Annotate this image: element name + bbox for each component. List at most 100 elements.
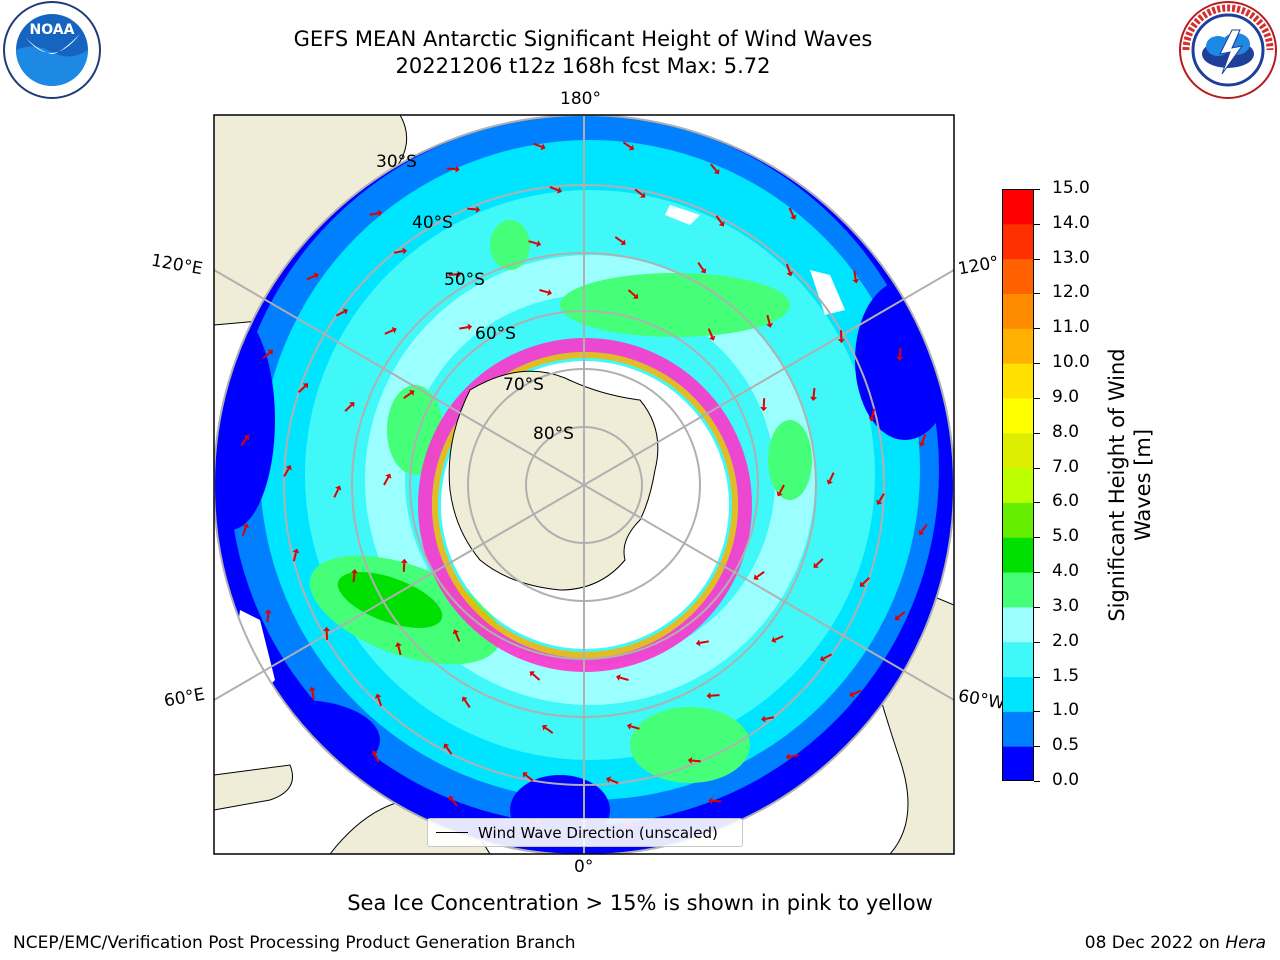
wave-arrow-head	[894, 614, 901, 621]
wave-arrow-head	[628, 144, 635, 151]
colorbar-tick: 3.0	[1052, 595, 1080, 616]
wave-arrow-head	[837, 338, 845, 344]
wave-arrow-head	[400, 558, 408, 563]
wave-arrow-head	[753, 574, 759, 580]
wave-arrow	[450, 798, 458, 807]
map-subtitle: 20221206 t12z 168h fcst Max: 5.72	[395, 54, 771, 78]
wave-arrow	[283, 468, 290, 477]
colorbar-tick-mark	[1034, 641, 1040, 643]
sea-ice-note: Sea Ice Concentration > 15% is shown in …	[347, 891, 933, 915]
wave-arrow-head	[350, 568, 358, 574]
nws-logo	[1179, 1, 1277, 99]
wave-arrow-head	[455, 165, 460, 173]
wave-arrow	[710, 163, 718, 172]
wave-arrow-head	[626, 722, 632, 730]
wave-arrow	[697, 262, 705, 271]
wave-arrow-head	[918, 441, 926, 447]
wave-arrow	[630, 725, 640, 730]
wave-arrow	[528, 240, 538, 245]
wave-arrow	[878, 493, 885, 502]
colorbar-band	[1002, 537, 1034, 573]
wave-arrow	[445, 746, 453, 755]
wave-arrow-head	[395, 642, 402, 648]
colorbar-tick: 10.0	[1052, 352, 1090, 373]
wave-arrow-head	[402, 247, 407, 255]
wave-arrow	[292, 552, 297, 562]
lat-label-70: 70°S	[503, 375, 544, 395]
colorbar-band	[1002, 189, 1034, 225]
colorbar-label-line2: Waves [m]	[1131, 428, 1155, 542]
wave-arrow-head	[342, 308, 348, 315]
colorbar-band	[1002, 606, 1034, 643]
wave-arrow	[707, 328, 714, 338]
colorbar-tick: 13.0	[1052, 247, 1090, 268]
wave-arrow-head	[813, 562, 819, 568]
wave-arrow	[766, 314, 771, 325]
colorbar-band	[1002, 641, 1034, 678]
wave-arrow	[788, 207, 795, 217]
wave-arrow-head	[776, 491, 783, 497]
wave-arrow-head	[713, 168, 720, 175]
wave-arrow-head	[374, 693, 382, 699]
colorbar-band	[1002, 328, 1034, 364]
wave-arrow-head	[371, 750, 378, 756]
date-stamp: 08 Dec 2022 on Hera	[1085, 933, 1266, 953]
wave-arrow	[333, 488, 340, 498]
wave-arrow	[614, 236, 624, 244]
colorbar-tick: 2.0	[1052, 630, 1080, 651]
colorbar-tick-mark	[1034, 223, 1040, 225]
wave-arrow-head	[467, 323, 473, 331]
map-frame	[213, 114, 955, 855]
colorbar-tick-mark	[1034, 781, 1040, 782]
map-legend: Wind Wave Direction (unscaled)	[427, 818, 743, 847]
colorbar-tick-mark	[1034, 676, 1040, 678]
map-title: GEFS MEAN Antarctic Significant Height o…	[293, 27, 873, 51]
wave-arrow-head	[461, 696, 468, 702]
colorbar-band	[1002, 397, 1034, 434]
wave-arrow	[373, 753, 380, 763]
legend-line-icon	[436, 832, 468, 833]
date-text: 08 Dec 2022 on	[1084, 933, 1220, 953]
wave-arrow-head	[632, 293, 639, 299]
wave-arrow	[898, 347, 902, 357]
wave-arrow-head	[391, 327, 397, 334]
wave-arrow-head	[896, 356, 904, 361]
wave-arrow-head	[786, 271, 794, 277]
wave-arrow	[622, 141, 632, 149]
wave-arrow-head	[868, 416, 876, 422]
lat-label-40: 40°S	[412, 213, 453, 233]
wave-arrow	[298, 385, 306, 393]
wave-arrow	[774, 635, 784, 641]
wave-arrow-head	[761, 715, 766, 723]
wave-arrow	[828, 472, 835, 482]
lat-label-60: 60°S	[475, 324, 516, 344]
wave-arrow-head	[708, 797, 713, 805]
wave-arrow-head	[700, 268, 707, 274]
colorbar-tick-mark	[1034, 293, 1040, 295]
colorbar-band	[1002, 676, 1034, 712]
wave-arrow	[240, 437, 248, 447]
wave-arrow-head	[242, 523, 250, 529]
colorbar-tick-mark	[1034, 189, 1040, 190]
wave-arrow-head	[790, 214, 797, 220]
wave-arrow-head	[620, 239, 626, 246]
wave-arrow-head	[918, 529, 925, 536]
colorbar-tick: 6.0	[1052, 491, 1080, 512]
legend-label: Wind Wave Direction (unscaled)	[478, 823, 718, 842]
antarctica-land	[448, 370, 659, 591]
wave-arrow	[335, 310, 345, 317]
wave-arrow-head	[323, 626, 331, 632]
wave-arrow-head	[542, 724, 548, 731]
wave-arrow-head	[771, 636, 777, 643]
wave-arrow-head	[540, 143, 546, 151]
colorbar-band	[1002, 363, 1034, 399]
colorbar-tick: 4.0	[1052, 561, 1080, 582]
wave-arrow	[446, 167, 456, 171]
colorbar-tick: 5.0	[1052, 526, 1080, 547]
wave-arrow	[609, 778, 619, 784]
wave-arrow	[459, 326, 469, 330]
wave-arrow	[352, 572, 356, 583]
colorbar-band	[1002, 572, 1034, 608]
wave-arrow	[712, 799, 722, 803]
wave-arrow	[448, 273, 458, 276]
